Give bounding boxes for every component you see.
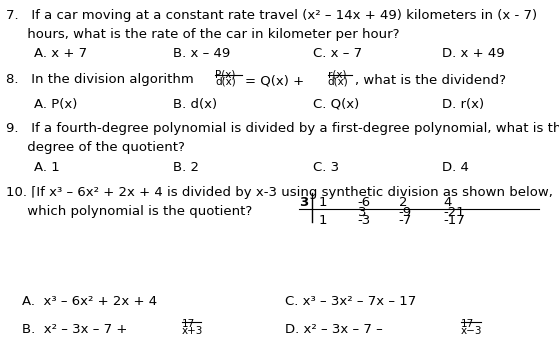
Text: C. Q(x): C. Q(x) <box>313 98 359 111</box>
Text: 10. ⌈If x³ – 6x² + 2x + 4 is divided by x-3 using synthetic division as shown be: 10. ⌈If x³ – 6x² + 2x + 4 is divided by … <box>6 186 552 199</box>
Text: -21: -21 <box>443 206 465 219</box>
Text: 2: 2 <box>399 196 407 209</box>
Text: 3: 3 <box>358 206 366 219</box>
Text: D. x² – 3x – 7 –: D. x² – 3x – 7 – <box>285 323 387 336</box>
Text: , what is the dividend?: , what is the dividend? <box>355 74 506 87</box>
Text: degree of the quotient?: degree of the quotient? <box>6 141 184 154</box>
Text: 1: 1 <box>319 196 327 209</box>
Text: = Q(x) +: = Q(x) + <box>245 74 304 87</box>
Text: 4: 4 <box>443 196 452 209</box>
Text: which polynomial is the quotient?: which polynomial is the quotient? <box>6 205 252 218</box>
Text: A. 1: A. 1 <box>34 161 59 173</box>
Text: B. d(x): B. d(x) <box>173 98 217 111</box>
Text: 3: 3 <box>299 196 309 209</box>
Text: 1: 1 <box>319 214 327 227</box>
Text: D. 4: D. 4 <box>442 161 468 173</box>
Text: -6: -6 <box>358 196 371 209</box>
Text: hours, what is the rate of the car in kilometer per hour?: hours, what is the rate of the car in ki… <box>6 28 399 41</box>
Text: d(x): d(x) <box>328 76 348 86</box>
Text: 7.   If a car moving at a constant rate travel (x² – 14x + 49) kilometers in (x : 7. If a car moving at a constant rate tr… <box>6 9 537 22</box>
Text: B.  x² – 3x – 7 +: B. x² – 3x – 7 + <box>22 323 132 336</box>
Text: D. x + 49: D. x + 49 <box>442 47 504 60</box>
Text: 17: 17 <box>182 319 195 329</box>
Text: C. x³ – 3x² – 7x – 17: C. x³ – 3x² – 7x – 17 <box>285 295 416 308</box>
Text: B. 2: B. 2 <box>173 161 200 173</box>
Text: r(x): r(x) <box>328 69 346 79</box>
Text: A. P(x): A. P(x) <box>34 98 77 111</box>
Text: -3: -3 <box>358 214 371 227</box>
Text: 17: 17 <box>461 319 475 329</box>
Text: x−3: x−3 <box>461 326 482 336</box>
Text: A.  x³ – 6x² + 2x + 4: A. x³ – 6x² + 2x + 4 <box>22 295 158 308</box>
Text: A. x + 7: A. x + 7 <box>34 47 87 60</box>
Text: d(x): d(x) <box>215 76 236 86</box>
Text: C. 3: C. 3 <box>313 161 339 173</box>
Text: D. r(x): D. r(x) <box>442 98 484 111</box>
Text: -9: -9 <box>399 206 411 219</box>
Text: 9.   If a fourth-degree polynomial is divided by a first-degree polynomial, what: 9. If a fourth-degree polynomial is divi… <box>6 122 559 135</box>
Text: C. x – 7: C. x – 7 <box>313 47 362 60</box>
Text: -17: -17 <box>443 214 465 227</box>
Text: -7: -7 <box>399 214 412 227</box>
Text: x+3: x+3 <box>182 326 203 336</box>
Text: B. x – 49: B. x – 49 <box>173 47 230 60</box>
Text: P(x): P(x) <box>215 69 235 79</box>
Text: 8.   In the division algorithm: 8. In the division algorithm <box>6 73 197 86</box>
